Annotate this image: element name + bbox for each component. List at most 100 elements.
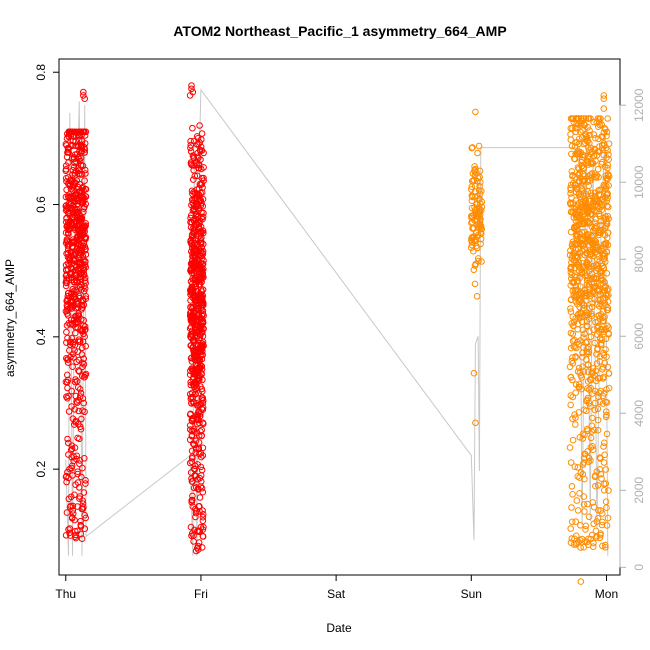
data-point (597, 507, 605, 514)
data-point (70, 238, 77, 245)
data-point (191, 292, 198, 299)
data-point (602, 541, 609, 549)
data-point (571, 463, 579, 471)
data-point (573, 497, 581, 504)
data-point (585, 386, 593, 393)
data-point (601, 439, 608, 447)
data-point (82, 295, 90, 303)
y2-tick-label: 4000 (632, 400, 646, 427)
data-point (598, 272, 605, 280)
data-point (597, 470, 605, 478)
data-point (587, 333, 595, 341)
data-point (197, 143, 205, 151)
data-point (571, 264, 579, 272)
data-point (596, 534, 604, 542)
data-point (192, 437, 200, 445)
data-point (78, 415, 85, 423)
data-point (569, 376, 576, 384)
data-point (604, 304, 612, 311)
data-point (573, 213, 580, 221)
data-point (76, 155, 83, 163)
y-tick-label: 0.2 (34, 460, 48, 477)
data-point (583, 281, 591, 288)
data-point (81, 323, 89, 330)
data-point (194, 172, 201, 180)
data-point (75, 336, 83, 344)
data-point (605, 156, 613, 163)
data-point (76, 131, 83, 139)
data-point (576, 169, 584, 177)
data-point (63, 279, 70, 287)
data-point (188, 497, 195, 504)
data-point (580, 493, 588, 500)
data-point (192, 290, 200, 298)
data-point (567, 228, 575, 236)
data-point (568, 518, 576, 526)
data-point (70, 457, 77, 465)
data-point (188, 458, 196, 466)
data-point (594, 426, 602, 434)
data-point (588, 170, 596, 177)
data-point (595, 173, 602, 181)
data-point (187, 426, 194, 433)
data-point (579, 430, 587, 438)
data-point (68, 178, 75, 185)
data-point (588, 148, 596, 156)
data-point (566, 200, 574, 207)
data-point (191, 352, 199, 360)
data-point (73, 271, 80, 278)
data-point (63, 322, 71, 329)
data-point (567, 264, 574, 272)
data-point (80, 489, 88, 496)
plot-frame (58, 58, 621, 576)
data-point (63, 206, 71, 213)
data-point (79, 497, 86, 505)
data-point (569, 415, 576, 423)
data-point (566, 363, 574, 371)
data-point (82, 258, 89, 265)
data-point (75, 226, 82, 234)
data-point (595, 253, 603, 260)
data-point (594, 515, 602, 522)
data-point (592, 134, 599, 142)
data-point (64, 149, 71, 156)
data-point (604, 229, 612, 237)
data-point (582, 272, 589, 280)
data-point (192, 301, 199, 309)
data-point (82, 200, 89, 208)
data-point (603, 197, 611, 204)
data-point (186, 371, 194, 379)
data-point (79, 363, 86, 371)
data-point (600, 129, 608, 136)
data-point (602, 398, 610, 406)
data-point (578, 185, 586, 192)
data-point (600, 92, 608, 99)
data-point (592, 482, 599, 490)
data-point (187, 148, 195, 155)
data-point (594, 405, 602, 413)
data-point (591, 170, 599, 177)
data-point (186, 92, 194, 99)
data-point (595, 229, 602, 237)
data-point (64, 359, 72, 366)
data-point (585, 115, 593, 122)
data-point (69, 171, 76, 178)
data-point (77, 523, 85, 530)
data-point (601, 194, 609, 201)
data-point (589, 299, 596, 307)
data-point (472, 108, 479, 116)
data-point (470, 233, 477, 241)
data-point (63, 393, 70, 401)
data-point (601, 163, 609, 170)
data-point (188, 532, 195, 540)
data-point (572, 354, 579, 361)
data-point (573, 124, 581, 132)
data-point (199, 299, 206, 307)
data-point (477, 230, 485, 237)
data-point (193, 161, 201, 168)
data-point (78, 505, 86, 513)
data-point (195, 225, 203, 233)
data-point (586, 198, 593, 205)
data-point (567, 131, 574, 138)
data-point (188, 432, 196, 439)
